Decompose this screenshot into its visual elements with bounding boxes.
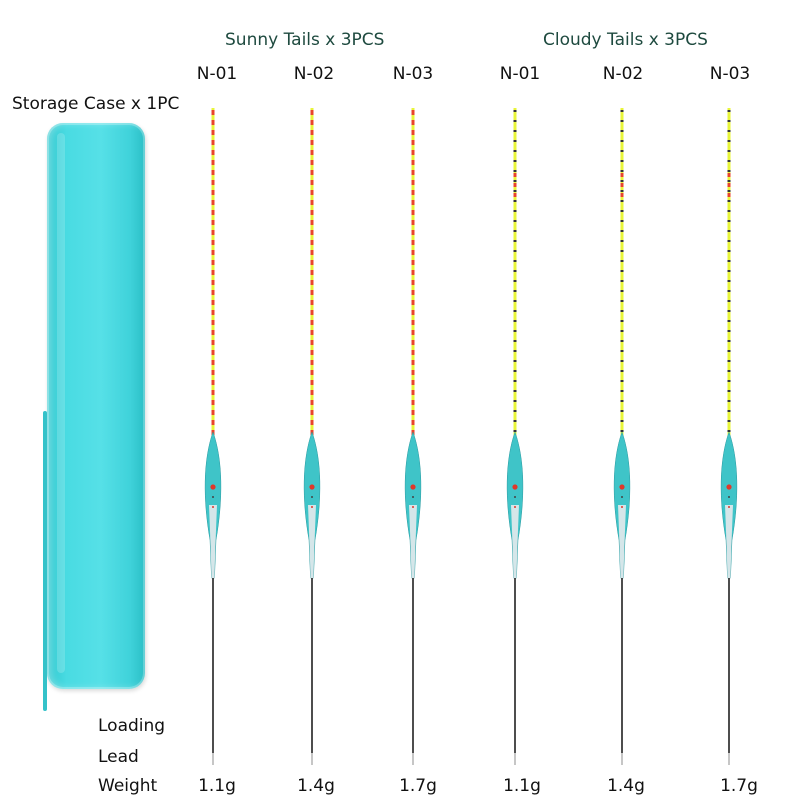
fishing-float (398, 100, 428, 770)
row-label-loading: Loading (98, 716, 166, 736)
row-label-weight: Weight (98, 776, 158, 796)
model-label: N-01 (499, 64, 541, 84)
weight-value: 1.4g (297, 776, 335, 796)
model-label: N-02 (293, 64, 335, 84)
model-label: N-03 (392, 64, 434, 84)
fishing-float (500, 100, 530, 770)
group-title-sunny: Sunny Tails x 3PCS (225, 30, 385, 50)
model-label: N-02 (602, 64, 644, 84)
model-label: N-03 (709, 64, 751, 84)
fishing-float (714, 100, 744, 770)
fishing-float (607, 100, 637, 770)
group-title-cloudy: Cloudy Tails x 3PCS (543, 30, 708, 50)
model-label: N-01 (196, 64, 238, 84)
weight-value: 1.4g (607, 776, 645, 796)
weight-value: 1.1g (503, 776, 541, 796)
fishing-float (198, 100, 228, 770)
weight-value: 1.7g (399, 776, 437, 796)
storage-case-image (43, 123, 145, 711)
weight-value: 1.7g (720, 776, 758, 796)
storage-case-label: Storage Case x 1PC (12, 94, 180, 114)
weight-value: 1.1g (198, 776, 236, 796)
fishing-float (297, 100, 327, 770)
row-label-lead: Lead (98, 747, 139, 767)
